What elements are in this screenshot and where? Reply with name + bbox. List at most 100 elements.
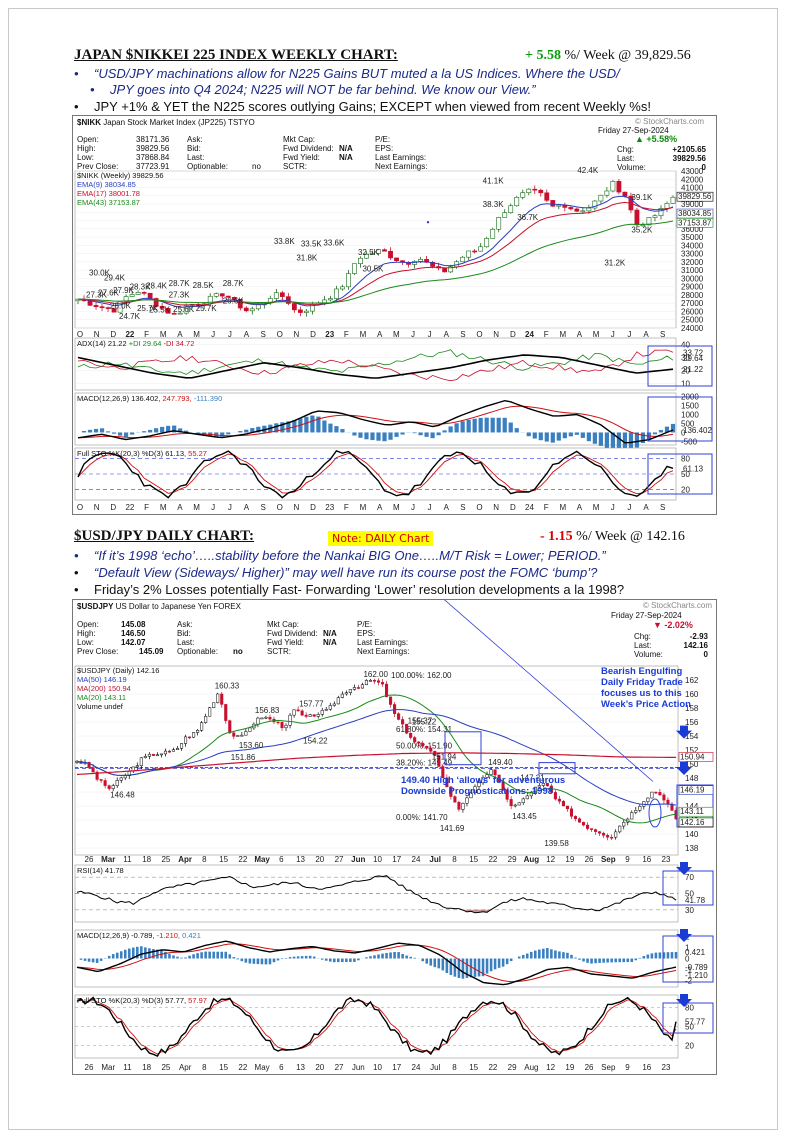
- nikkei-candle: [388, 250, 393, 259]
- usdjpy-x-tick-bottom: 16: [642, 1063, 651, 1072]
- usdjpy-macd-hist-bar: [224, 951, 228, 959]
- usdjpy-candle: [376, 680, 381, 683]
- nikkei-adx-highlight-box: [647, 345, 713, 387]
- label-eps: EPS:: [375, 144, 394, 153]
- usdjpy-candle: [461, 802, 465, 810]
- usdjpy-macd-hist-bar: [670, 952, 674, 959]
- nikkei-x-tick: A: [177, 330, 183, 339]
- nikkei-macd-hist-bar: [574, 432, 579, 435]
- nikkei-price-label: 25.6K: [173, 305, 195, 314]
- nikkei-x-tick: J: [228, 330, 232, 339]
- nikkei-macd-hist-bar: [184, 430, 189, 433]
- nikkei-x-tick-bottom: A: [577, 503, 583, 512]
- nikkei-low: 37868.84: [136, 153, 170, 162]
- usdjpy-macd-hist-bar: [393, 951, 396, 959]
- nikkei-macd-hist-bar: [640, 432, 646, 444]
- nikkei-adx-tick: 30: [681, 354, 690, 363]
- usdjpy-candle: [393, 704, 397, 714]
- nikkei-macd-hist-bar: [616, 432, 622, 457]
- nikkei-x-tick: 24: [525, 330, 534, 339]
- usdjpy-candle: [594, 829, 598, 832]
- nikkei-macd-hist-bar: [550, 432, 555, 443]
- usdjpy-macd-tick: -1: [685, 965, 693, 974]
- usdjpy-macd-hist-bar: [578, 958, 581, 960]
- usdjpy-candle: [409, 732, 413, 738]
- nikkei-candle: [340, 286, 345, 290]
- usdjpy-candle: [135, 765, 139, 768]
- usdjpy-value-box: [678, 752, 714, 762]
- nikkei-candle: [364, 253, 369, 259]
- nikkei-macd-hist-bar: [508, 422, 513, 433]
- nikkei-candle: [616, 180, 622, 193]
- usdjpy-fund-values: N/A N/A: [323, 629, 337, 647]
- usdjpy-macd-hist-bar: [216, 951, 219, 959]
- usdjpy-candle: [425, 745, 429, 749]
- nikkei-price-label: 26.0K: [110, 301, 132, 310]
- nikkei-candle: [99, 306, 105, 308]
- usdjpy-macd-hist-bar: [99, 958, 103, 961]
- usdjpy-macd-hist-bar: [582, 958, 585, 962]
- label-low: Low:: [77, 153, 94, 162]
- nikkei-price-label: 39.1K: [631, 193, 653, 202]
- nikkei-x-tick-bottom: N: [94, 503, 100, 512]
- usdjpy-candle: [256, 717, 260, 725]
- nikkei-adx-legend: ADX(14) 21.22 +DI 29.64 -DI 34.72: [77, 339, 194, 348]
- nikkei-price-label: 28.4K: [146, 282, 168, 291]
- nikkei-x-tick: F: [344, 330, 349, 339]
- nikkei-x-tick-bottom: M: [593, 503, 600, 512]
- nikkei-candle: [249, 308, 255, 312]
- nikkei-candle: [219, 293, 225, 297]
- nikkei-macd-hist-bar: [178, 428, 183, 433]
- nikkei-macd-hist-bar: [592, 432, 597, 444]
- nikkei-macd-hist-bar: [280, 422, 285, 433]
- usdjpy-legend: $USDJPY (Daily) 142.16 MA(50) 146.19 MA(…: [77, 666, 159, 711]
- usdjpy-macd-hist-bar: [272, 958, 276, 963]
- usdjpy-candle: [517, 802, 521, 806]
- nikkei-macd-tick: 1000: [681, 411, 699, 420]
- usdjpy-candle: [304, 714, 308, 717]
- nikkei-macd-line: [77, 399, 674, 444]
- usdjpy-candle: [553, 792, 557, 800]
- nikkei-macd-hist-bar: [250, 428, 255, 433]
- nikkei-x-tick-bottom: O: [77, 503, 83, 512]
- usdjpy-candle: [654, 791, 658, 794]
- nikkei-macd-hist-bar: [334, 426, 339, 433]
- nikkei-price-label: 28.3K: [130, 282, 152, 291]
- usdjpy-macd-hist-bar: [212, 951, 215, 959]
- usdjpy-x-tick: 11: [123, 855, 132, 864]
- usdjpy-candle: [541, 783, 545, 786]
- usdjpy-candle: [569, 808, 574, 817]
- usdjpy-x-tick: 29: [508, 855, 517, 864]
- usdjpy-macd-hist-bar: [453, 958, 457, 977]
- usdjpy-macd-hist-bar: [284, 957, 288, 959]
- u-label-sctr: SCTR:: [267, 647, 291, 656]
- usdjpy-price-label: 162.00: [363, 670, 388, 679]
- usdjpy-fib-highlight-box: [444, 731, 482, 766]
- nikkei-macd-hist-bar: [196, 432, 201, 434]
- nikkei-price-label: 31.8K: [296, 254, 318, 263]
- nikkei-macd-hist-bar: [172, 425, 177, 433]
- adx-minus: -DI 34.72: [163, 339, 195, 348]
- usdjpy-candle: [561, 801, 565, 807]
- usdjpy-macd-hist-bar: [156, 949, 159, 959]
- usdjpy-candle: [630, 812, 634, 820]
- usdjpy-value-box: [678, 817, 714, 828]
- usdjpy-value-box: [678, 806, 714, 817]
- usdjpy-macd-hist-bar: [525, 953, 529, 959]
- usdjpy-y-tick: 156: [685, 718, 699, 727]
- label-optionable: Optionable:: [187, 162, 228, 171]
- nikkei-macd-hist-bar: [388, 432, 393, 440]
- usdjpy-chart-svg: 1621601581561541521501481461441421401381…: [74, 600, 714, 1072]
- usdjpy-candle: [525, 795, 529, 800]
- usdjpy-macd-hist-bar: [365, 957, 368, 959]
- usdjpy-candle: [666, 799, 670, 805]
- nikkei-candle: [328, 298, 333, 301]
- usdjpy-macd-hist-bar: [320, 958, 324, 960]
- usdjpy-macd-hist-bar: [445, 958, 449, 973]
- usdjpy-note: Note: DAILY Chart: [328, 529, 434, 547]
- usdjpy-macd-hist-bar: [602, 958, 605, 963]
- usdjpy-candle: [521, 798, 525, 804]
- nikkei-candle: [652, 215, 658, 218]
- usdjpy-candle: [598, 831, 602, 834]
- nikkei-x-tick: O: [476, 330, 482, 339]
